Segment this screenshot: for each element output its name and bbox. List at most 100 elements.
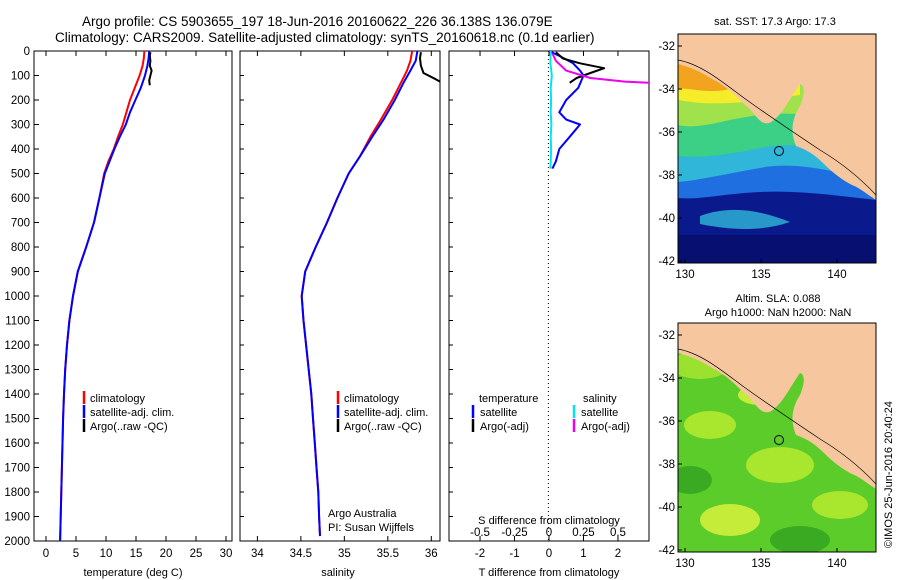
lat-tick-label: -40 xyxy=(658,213,675,225)
x-tick-label: 35.5 xyxy=(377,548,399,560)
sla-high-patch xyxy=(684,411,736,439)
x-tick-label: -1 xyxy=(509,548,519,560)
sst-map-frame xyxy=(677,33,877,264)
salinity-axes-frame xyxy=(239,50,441,542)
land-mass xyxy=(678,34,876,200)
legend-satellite-label: satellite-adj. clim. xyxy=(344,407,428,419)
legend-climatology-label: climatology xyxy=(90,393,146,405)
series-line-satellite-adj-clim xyxy=(59,50,151,542)
lat-tick-label: -36 xyxy=(658,416,675,428)
temperature-x-axis: 0 5 10 15 20 25 30 xyxy=(43,51,232,560)
x-tick-label: 25 xyxy=(190,548,203,560)
sst-map: sat. SST: 17.3 Argo: 17.3 -32 -34 -36 -38 -4… xyxy=(658,16,877,281)
depth-tick-label: 700 xyxy=(11,218,30,230)
legend-sal-satellite-label: satellite xyxy=(581,407,618,419)
salinity-series xyxy=(300,50,441,537)
lon-tick-label: 140 xyxy=(827,558,846,570)
shelf-contour xyxy=(678,59,876,196)
depth-axis: 0 100 200 300 400 500 600 700 800 900 1000 1100 1200… xyxy=(4,46,39,548)
credit-organisation: Argo Australia xyxy=(328,508,397,520)
salinity-x-axis: 34 34.5 35 35.5 36 xyxy=(240,50,438,560)
difference-x-axis: -2 -1 0 1 2 -0.5 -0.25 0 0.25 0.5 xyxy=(449,50,626,560)
x-tick-label: -2 xyxy=(475,548,485,560)
lat-tick-label: -42 xyxy=(658,256,675,268)
legend-temperature-header: temperature xyxy=(479,393,538,405)
figure-title-line1: Argo profile: CS 5903655_197 18-Jun-2016… xyxy=(82,14,553,29)
x-tick-label: 34 xyxy=(251,548,264,560)
lon-tick-label: 130 xyxy=(675,269,694,281)
salinity-diff-tick-label: -0.25 xyxy=(501,527,527,539)
series-line-argo-raw-qc xyxy=(419,52,441,83)
argo-float-marker xyxy=(774,435,784,445)
series-line-satellite-adj-clim xyxy=(300,50,419,537)
lat-tick-label: -34 xyxy=(658,84,675,96)
temperature-legend: climatology satellite-adj. clim. Argo(..… xyxy=(82,391,174,433)
x-tick-label: 0 xyxy=(43,548,49,560)
difference-panel: -2 -1 0 1 2 -0.5 -0.25 0 0.25 0.5 S difference fr… xyxy=(448,50,650,579)
depth-tick-label: 800 xyxy=(11,242,30,254)
lat-tick-label: -40 xyxy=(658,502,675,514)
legend-sal-argo-label: Argo(-adj) xyxy=(581,421,630,433)
shelf-contour xyxy=(678,348,876,485)
x-tick-label: 2 xyxy=(615,548,621,560)
series-line-argo-raw-qc xyxy=(148,52,153,86)
depth-tick-label: 300 xyxy=(11,120,30,132)
depth-tick-label: 1500 xyxy=(4,414,30,426)
difference-axes-frame xyxy=(448,50,650,542)
sst-cyan-eddy xyxy=(700,209,790,229)
legend-argo-label: Argo(..raw -QC) xyxy=(90,421,168,433)
temperature-axis-label: temperature (deg C) xyxy=(83,567,182,579)
depth-tick-label: 1300 xyxy=(4,365,30,377)
x-tick-label: 15 xyxy=(130,548,143,560)
lon-tick-label: 135 xyxy=(751,269,770,281)
temperature-series xyxy=(59,50,153,542)
salinity-legend: climatology satellite-adj. clim. Argo(..… xyxy=(336,391,428,433)
salinity-axis-label: salinity xyxy=(321,567,355,579)
salinity-difference-axis-label: S difference from climatology xyxy=(478,515,620,527)
sst-southern-water xyxy=(678,235,876,263)
x-tick-label: 1 xyxy=(580,548,586,560)
depth-tick-label: 200 xyxy=(11,95,30,107)
depth-tick-label: 1200 xyxy=(4,340,30,352)
lat-tick-label: -38 xyxy=(658,459,675,471)
imos-timestamp: ©IMOS 25-Jun-2016 20:40:24 xyxy=(883,401,895,548)
sst-map-title: sat. SST: 17.3 Argo: 17.3 xyxy=(714,16,836,28)
depth-tick-label: 0 xyxy=(24,46,30,58)
difference-series xyxy=(548,50,650,170)
lon-tick-label: 130 xyxy=(675,558,694,570)
argo-float-marker xyxy=(774,146,784,156)
depth-tick-label: 100 xyxy=(11,71,30,83)
depth-tick-label: 500 xyxy=(11,169,30,181)
figure-title-line2: Climatology: CARS2009. Satellite-adjuste… xyxy=(55,30,595,45)
salinity-diff-tick-label: 0.25 xyxy=(572,527,594,539)
sla-map: Altim. SLA: 0.088 Argo h1000: NaN h2000:… xyxy=(658,293,877,570)
depth-tick-label: 1900 xyxy=(4,512,30,524)
depth-tick-label: 1800 xyxy=(4,487,30,499)
legend-temp-argo-label: Argo(-adj) xyxy=(480,421,529,433)
legend-temp-satellite-label: satellite xyxy=(480,407,517,419)
credit-pi: PI: Susan Wijffels xyxy=(328,522,414,534)
lon-tick-label: 140 xyxy=(827,269,846,281)
sla-high-patch xyxy=(700,504,760,536)
lat-tick-label: -42 xyxy=(658,545,675,557)
lon-tick-label: 135 xyxy=(751,558,770,570)
sla-low-patch xyxy=(770,526,830,552)
x-tick-label: 36 xyxy=(425,548,438,560)
salinity-diff-tick-label: 0 xyxy=(546,527,552,539)
series-line-temperature-argo-adj xyxy=(555,51,606,84)
x-tick-label: 34.5 xyxy=(290,548,312,560)
series-line-temperature-satellite xyxy=(548,50,585,170)
sla-low-patch xyxy=(678,466,712,494)
temperature-panel: 0100200300400500600700800900100011001200… xyxy=(4,46,233,579)
series-line-salinity-satellite xyxy=(549,50,553,169)
x-tick-label: 0 xyxy=(546,548,552,560)
depth-tick-label: 600 xyxy=(11,193,30,205)
legend-satellite-label: satellite-adj. clim. xyxy=(90,407,174,419)
sla-map-title2: Argo h1000: NaN h2000: NaN xyxy=(705,307,852,319)
salinity-panel: 34 34.5 35 35.5 36 salinity climatology sate… xyxy=(239,50,441,579)
sla-map-title1: Altim. SLA: 0.088 xyxy=(736,293,821,305)
x-tick-label: 5 xyxy=(73,548,79,560)
x-tick-label: 35 xyxy=(338,548,351,560)
